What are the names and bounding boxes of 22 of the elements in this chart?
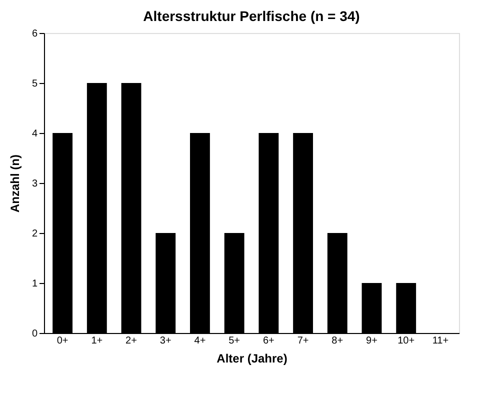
x-tick-label: 4+: [194, 336, 206, 346]
x-tick-label: 9+: [366, 336, 378, 346]
y-tick-label: 5: [32, 78, 38, 90]
chart-title: Altersstruktur Perlfische (n = 34): [143, 8, 360, 24]
x-tick-label: 8+: [332, 336, 344, 346]
x-tick-label: 0+: [56, 336, 68, 346]
y-tick-label: 2: [32, 228, 38, 240]
y-tick-label: 6: [32, 28, 38, 40]
y-tick-label: 3: [32, 178, 38, 190]
x-tick-label: 10+: [398, 336, 415, 346]
x-tick-label: 7+: [297, 336, 309, 346]
x-tick-label: 2+: [126, 336, 138, 346]
y-tick-label: 1: [32, 278, 38, 290]
x-tick-label: 5+: [228, 336, 240, 346]
y-axis-title: Anzahl (n): [8, 154, 22, 212]
y-tick-label: 4: [32, 128, 38, 140]
x-axis-title: Alter (Jahre): [216, 352, 288, 366]
x-tick-label: 11+: [432, 336, 449, 346]
x-tick-label: 1+: [91, 336, 103, 346]
y-tick-label: 0: [32, 328, 38, 340]
x-tick-label: 6+: [262, 336, 275, 346]
x-tick-label: 3+: [160, 336, 172, 346]
